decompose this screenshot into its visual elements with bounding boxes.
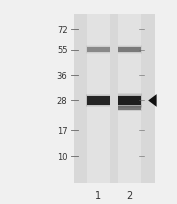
Polygon shape: [148, 95, 157, 107]
Bar: [86, 47, 110, 54]
Bar: [87, 47, 110, 54]
Text: 10: 10: [57, 152, 67, 161]
Bar: [118, 47, 141, 54]
Bar: [118, 15, 141, 183]
Text: 36: 36: [57, 71, 67, 80]
Bar: [118, 105, 142, 112]
Bar: [118, 47, 142, 54]
Bar: [118, 95, 142, 107]
Bar: [75, 15, 155, 183]
Bar: [118, 46, 142, 54]
Bar: [118, 96, 141, 106]
Bar: [118, 94, 142, 108]
Bar: [87, 48, 110, 53]
Bar: [86, 95, 110, 107]
Bar: [87, 96, 110, 106]
Bar: [86, 46, 110, 54]
Text: 1: 1: [95, 190, 101, 200]
Text: 17: 17: [57, 126, 67, 135]
Text: 72: 72: [57, 26, 67, 34]
Text: 28: 28: [57, 96, 67, 105]
Bar: [118, 105, 142, 111]
Bar: [118, 106, 141, 111]
Bar: [118, 48, 141, 53]
Bar: [87, 15, 110, 183]
Bar: [118, 95, 141, 107]
Bar: [118, 106, 141, 111]
Bar: [87, 97, 110, 105]
Bar: [86, 95, 110, 107]
Text: 2: 2: [127, 190, 133, 200]
Text: 55: 55: [57, 46, 67, 55]
